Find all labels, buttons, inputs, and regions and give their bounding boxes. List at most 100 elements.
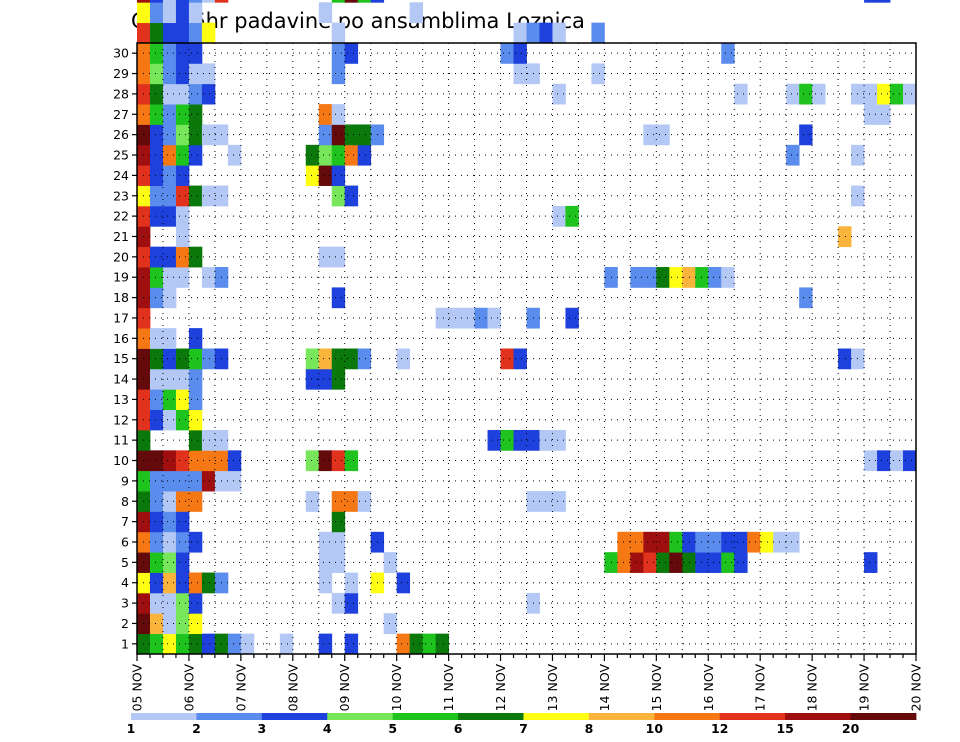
heatmap-cell bbox=[162, 246, 177, 268]
heatmap-cell bbox=[214, 0, 229, 3]
x-axis: 05 NOV 06 NOV 07 NOV 08 NOV 09 NOV 10 NOV 11 N… bbox=[130, 654, 924, 711]
x-tick-label: 10 NOV bbox=[389, 664, 404, 712]
heatmap-cell bbox=[149, 613, 164, 635]
heatmap-cell bbox=[149, 552, 164, 573]
heatmap-cell bbox=[513, 429, 527, 451]
heatmap-cell bbox=[318, 348, 333, 370]
heatmap-cell bbox=[864, 0, 878, 3]
heatmap-cell bbox=[721, 267, 735, 288]
heatmap-cell bbox=[409, 633, 424, 655]
heatmap-cell bbox=[188, 531, 203, 553]
heatmap-cell bbox=[331, 185, 346, 207]
heatmap-cell bbox=[305, 144, 320, 166]
heatmap-cell bbox=[591, 63, 605, 85]
y-tick-label: 23 bbox=[113, 188, 129, 203]
heatmap-cell bbox=[188, 348, 203, 370]
colorbar: 1 2 3 4 5 6 7 8 10 12 15 20 bbox=[127, 713, 917, 736]
heatmap-cell bbox=[149, 104, 164, 125]
heatmap-cell bbox=[188, 124, 203, 146]
heatmap-cell bbox=[513, 43, 527, 64]
heatmap-cell bbox=[643, 552, 657, 573]
heatmap-cell bbox=[201, 633, 216, 655]
colorbar-label: 3 bbox=[257, 721, 266, 736]
heatmap-cell bbox=[708, 552, 722, 573]
heatmap-cell bbox=[175, 470, 190, 492]
heatmap-cell bbox=[188, 2, 203, 24]
heatmap-cell bbox=[149, 287, 164, 309]
heatmap-cell bbox=[175, 22, 190, 44]
heatmap-cell bbox=[305, 491, 320, 512]
heatmap-cell bbox=[552, 22, 566, 44]
y-tick-label: 12 bbox=[113, 412, 129, 427]
heatmap-cell bbox=[227, 144, 242, 166]
heatmap-cell bbox=[552, 205, 566, 227]
heatmap-cell bbox=[188, 429, 203, 451]
heatmap-cell bbox=[383, 552, 398, 573]
x-tick-label: 15 NOV bbox=[649, 664, 664, 712]
heatmap-cell bbox=[890, 450, 904, 472]
heatmap-cell bbox=[331, 165, 346, 186]
y-axis: 1234567891011121314151617181920212223242… bbox=[113, 46, 137, 651]
x-tick-label: 16 NOV bbox=[701, 664, 716, 712]
heatmap-cell bbox=[175, 267, 190, 288]
heatmap-cell bbox=[331, 531, 346, 553]
heatmap-cell bbox=[305, 368, 320, 390]
heatmap-cell bbox=[175, 165, 190, 186]
heatmap-cell bbox=[162, 104, 177, 125]
heatmap-cell bbox=[357, 124, 372, 146]
heatmap-cell bbox=[721, 43, 735, 64]
y-tick-label: 18 bbox=[113, 290, 129, 305]
heatmap-cell bbox=[162, 185, 177, 207]
heatmap-cell bbox=[175, 124, 190, 146]
y-tick-label: 7 bbox=[121, 514, 129, 529]
heatmap-cell bbox=[162, 83, 177, 105]
colorbar-swatch bbox=[392, 713, 459, 720]
y-tick-label: 20 bbox=[113, 249, 129, 264]
heatmap-cell bbox=[162, 348, 177, 370]
colorbar-label: 15 bbox=[776, 721, 793, 736]
colorbar-swatch bbox=[785, 713, 851, 720]
heatmap-cell bbox=[318, 552, 333, 573]
heatmap-cell bbox=[162, 389, 177, 410]
heatmap-cell bbox=[188, 450, 203, 472]
heatmap-cell bbox=[786, 144, 800, 166]
heatmap-cell bbox=[175, 185, 190, 207]
colorbar-swatch bbox=[523, 713, 590, 720]
heatmap-cell bbox=[721, 531, 735, 553]
heatmap-cell bbox=[487, 307, 501, 329]
heatmap-cell bbox=[864, 552, 878, 573]
colorbar-swatch bbox=[654, 713, 721, 720]
heatmap-cell bbox=[162, 144, 177, 166]
heatmap-cell bbox=[201, 267, 216, 288]
heatmap-cell bbox=[149, 592, 164, 614]
heatmap-cell bbox=[357, 491, 372, 512]
heatmap-cell bbox=[396, 572, 411, 594]
heatmap-cell bbox=[149, 124, 164, 146]
heatmap-cell bbox=[188, 328, 203, 349]
heatmap-cell bbox=[162, 592, 177, 614]
heatmap-cell bbox=[331, 0, 346, 3]
heatmap-cell bbox=[344, 633, 359, 655]
heatmap-cell bbox=[149, 450, 164, 472]
heatmap-cell bbox=[669, 531, 683, 553]
heatmap-cell bbox=[812, 83, 826, 105]
colorbar-swatch bbox=[719, 713, 786, 720]
heatmap-cell bbox=[643, 124, 657, 146]
heatmap-cell bbox=[799, 287, 813, 309]
heatmap-cell bbox=[175, 104, 190, 125]
colorbar-label: 8 bbox=[585, 721, 594, 736]
heatmap-cell bbox=[331, 368, 346, 390]
heatmap-cell bbox=[175, 633, 190, 655]
heatmap-cell bbox=[175, 144, 190, 166]
heatmap-cell bbox=[175, 389, 190, 410]
heatmap-cell bbox=[682, 267, 696, 288]
colorbar-label: 6 bbox=[454, 721, 463, 736]
heatmap-cell bbox=[188, 246, 203, 268]
heatmap-cells bbox=[137, 0, 917, 655]
heatmap-cell bbox=[175, 531, 190, 553]
heatmap-cell bbox=[175, 511, 190, 533]
heatmap-cell bbox=[188, 185, 203, 207]
heatmap-cell bbox=[370, 0, 385, 3]
heatmap-cell bbox=[500, 429, 514, 451]
heatmap-cell bbox=[175, 2, 190, 24]
